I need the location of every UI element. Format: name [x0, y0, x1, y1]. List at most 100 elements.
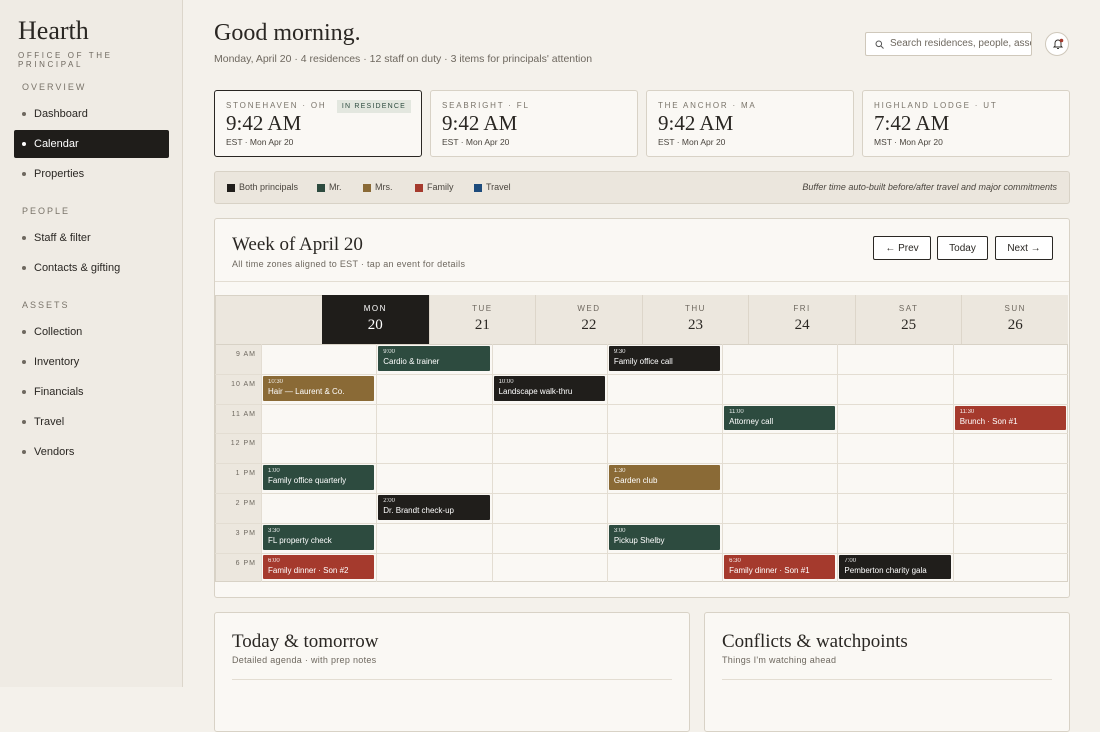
event[interactable]: 6:30 Family dinner · Son #1: [724, 554, 836, 580]
next-button[interactable]: Next →: [995, 236, 1053, 260]
event[interactable]: 3:30 FL property check: [263, 524, 375, 550]
column-line: [722, 344, 724, 583]
day-header[interactable]: WED 22: [535, 295, 642, 344]
residence-card[interactable]: HIGHLAND LODGE · UT 7:42 AM MST · Mon Apr …: [862, 90, 1070, 157]
legend-label: Mr.: [329, 182, 342, 192]
summary: Monday, April 20 · 4 residences · 12 sta…: [214, 53, 593, 65]
column-line: [261, 344, 262, 583]
divider: [232, 679, 672, 680]
notifications-button[interactable]: [1045, 32, 1069, 56]
event[interactable]: 11:00 Attorney call: [724, 405, 836, 431]
event[interactable]: 10:00 Landscape walk-thru: [493, 375, 605, 401]
day-of-week: THU: [685, 304, 706, 313]
event-title: Pemberton charity gala: [844, 565, 927, 575]
day-date: 22: [581, 317, 597, 333]
residence-zone: EST · Mon Apr 20: [226, 137, 294, 147]
event-title: Family office call: [613, 357, 673, 366]
today-button[interactable]: Today: [937, 236, 988, 260]
residence-card[interactable]: STONEHAVEN · OH IN RESIDENCE 9:42 AM EST · …: [214, 90, 422, 157]
day-date: 21: [474, 317, 490, 333]
nav-item[interactable]: Inventory: [14, 348, 169, 376]
day-date: 24: [794, 317, 810, 333]
event-title: Cardio & trainer: [383, 357, 440, 366]
event-time: 10:00: [498, 378, 514, 385]
event-title: Garden club: [613, 476, 658, 486]
nav-item[interactable]: Travel: [14, 408, 169, 436]
time-label: 1 PM: [235, 470, 256, 478]
column-line: [606, 344, 608, 583]
event[interactable]: 6:00 Family dinner · Son #2: [263, 554, 375, 580]
page: Hearth { "sidebar": { "brand": "Hearth",…: [14, 0, 1070, 732]
nav-item[interactable]: Financials: [14, 378, 169, 406]
nav-bullet: [22, 420, 26, 424]
event[interactable]: 2:00 Dr. Brandt check-up: [378, 495, 490, 520]
time-column: [216, 344, 261, 582]
day-of-week: WED: [577, 304, 601, 313]
legend-label: Family: [427, 182, 454, 192]
time-label: 9 AM: [236, 351, 256, 358]
event-time: 1:00: [268, 468, 280, 475]
event[interactable]: 7:00 Pemberton charity gala: [839, 554, 951, 580]
residence-card[interactable]: SEABRIGHT · FL 9:42 AM EST · Mon Apr 20: [430, 90, 638, 157]
day-header[interactable]: MON 20: [322, 295, 429, 344]
legend-label: Mrs.: [375, 182, 393, 192]
search-box[interactable]: Search residences, people, asse: [865, 32, 1032, 56]
event[interactable]: 1:30 Garden club: [608, 465, 721, 490]
residence-name: HIGHLAND LODGE · UT: [874, 101, 998, 110]
day-header[interactable]: THU 23: [641, 295, 749, 344]
row-line: [215, 493, 1068, 494]
legend-swatch: [227, 184, 235, 192]
event[interactable]: 10:30 Hair — Laurent & Co.: [263, 375, 375, 401]
column-line: [376, 344, 378, 583]
nav-item[interactable]: Properties: [14, 160, 169, 188]
event-title: Dr. Brandt check-up: [383, 506, 454, 515]
event[interactable]: 3:00 Pickup Shelby: [608, 524, 721, 550]
section-heading: PEOPLE: [22, 206, 71, 216]
nav-item[interactable]: Staff & filter: [14, 224, 169, 252]
residence-name: STONEHAVEN · OH: [226, 101, 327, 110]
event[interactable]: 9:00 Cardio & trainer: [378, 346, 490, 371]
nav-item[interactable]: Contacts & gifting: [14, 254, 169, 282]
day-of-week: SUN: [1004, 304, 1026, 313]
event[interactable]: 11:30 Brunch · Son #1: [954, 405, 1066, 431]
nav-bullet: [22, 450, 26, 454]
prev-button[interactable]: ← Prev: [873, 236, 931, 260]
nav-item[interactable]: Collection: [14, 318, 169, 346]
nav-bullet: [22, 172, 26, 176]
day-of-week: MON: [363, 304, 387, 313]
residence-time: 9:42 AM: [442, 111, 518, 135]
residence-time: 9:42 AM: [226, 111, 302, 135]
agenda-panel: Today & tomorrow Detailed agenda · with …: [214, 612, 690, 732]
event-title: Family dinner · Son #2: [268, 565, 349, 575]
nav-bullet: [22, 360, 26, 364]
day-header[interactable]: FRI 24: [748, 295, 855, 344]
day-header[interactable]: SUN 26: [961, 295, 1068, 344]
event[interactable]: 9:30 Family office call: [608, 346, 721, 371]
event-time: 3:00: [613, 527, 626, 534]
day-of-week: TUE: [472, 304, 493, 313]
residence-card[interactable]: THE ANCHOR · MA 9:42 AM EST · Mon Apr 20: [646, 90, 854, 157]
day-header[interactable]: TUE 21: [428, 295, 536, 344]
event-time: 1:30: [613, 468, 626, 475]
day-header[interactable]: SAT 25: [854, 295, 962, 344]
nav-label: Staff & filter: [34, 232, 91, 244]
nav-item[interactable]: Dashboard: [14, 100, 169, 128]
legend-label: Travel: [486, 182, 511, 192]
event-time: 6:00: [268, 557, 280, 564]
nav-label: Dashboard: [34, 108, 88, 120]
nav-bullet: [22, 236, 26, 240]
event-title: Hair — Laurent & Co.: [268, 386, 345, 396]
event-time: 7:00: [844, 557, 857, 564]
event[interactable]: 1:00 Family office quarterly: [263, 465, 375, 490]
nav-bullet: [22, 142, 26, 146]
bell-icon: [1052, 38, 1064, 49]
time-label: 12 PM: [230, 440, 256, 448]
residence-time: 7:42 AM: [874, 111, 950, 135]
search-icon: [875, 40, 884, 49]
event-time: 11:30: [959, 408, 975, 415]
nav-item[interactable]: Calendar: [14, 130, 169, 158]
nav-label: Travel: [34, 416, 65, 428]
day-date: 23: [687, 317, 703, 333]
nav-item[interactable]: Vendors: [14, 438, 169, 466]
row-line: [215, 433, 1068, 435]
